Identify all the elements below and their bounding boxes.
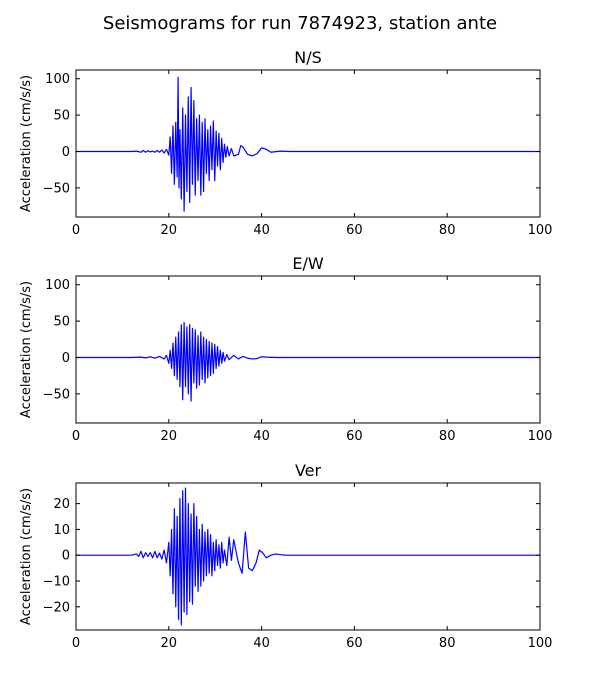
y-tick-label: 0 [62, 145, 70, 160]
axes-frame [75, 69, 541, 218]
x-tick-label: 40 [253, 429, 270, 444]
x-tick-label: 100 [528, 636, 553, 651]
series-line-1 [76, 76, 540, 212]
y-axis-label: Acceleration (cm/s/s) [19, 281, 34, 418]
series-line-1 [76, 321, 540, 402]
x-tick-label: 60 [346, 636, 363, 651]
x-tick-label: 80 [439, 429, 456, 444]
x-tick-label: 20 [161, 223, 178, 238]
y-tick-label: 100 [45, 72, 70, 87]
axes-frame [75, 482, 541, 631]
y-tick-label: −20 [43, 600, 70, 615]
x-tick-label: 40 [253, 223, 270, 238]
panel-title: Ver [295, 461, 322, 480]
panel-2: E/W Acceleration (cm/s/s) 0 20 40 60 80 100 −50 0… [19, 254, 552, 444]
figure-suptitle: Seismograms for run 7874923, station ant… [103, 13, 497, 34]
x-tick-label: 20 [161, 636, 178, 651]
panel-1: N/S Acceleration (cm/s/s) 0 20 40 60 80 100 −50 0… [19, 48, 552, 238]
x-tick-label: 0 [72, 223, 80, 238]
y-tick-label: 0 [62, 549, 70, 564]
axes-frame [75, 275, 541, 424]
y-tick-label: 50 [53, 109, 70, 124]
y-tick-label: −50 [43, 387, 70, 402]
y-axis-label: Acceleration (cm/s/s) [19, 75, 34, 212]
y-tick-label: −10 [43, 575, 70, 590]
x-tick-label: 40 [253, 636, 270, 651]
y-tick-label: 50 [53, 315, 70, 330]
panel-title: N/S [294, 48, 322, 67]
x-tick-label: 0 [72, 636, 80, 651]
y-tick-label: 20 [53, 497, 70, 512]
y-tick-label: 0 [62, 351, 70, 366]
x-tick-label: 60 [346, 223, 363, 238]
x-tick-label: 0 [72, 429, 80, 444]
y-tick-label: 10 [53, 523, 70, 538]
x-tick-label: 100 [528, 223, 553, 238]
panel-title: E/W [292, 254, 324, 273]
y-tick-label: −50 [43, 181, 70, 196]
x-tick-label: 20 [161, 429, 178, 444]
y-axis-label: Acceleration (cm/s/s) [19, 488, 34, 625]
x-tick-label: 100 [528, 429, 553, 444]
series-line-1 [76, 487, 540, 626]
x-tick-label: 60 [346, 429, 363, 444]
x-tick-label: 80 [439, 636, 456, 651]
x-tick-label: 80 [439, 223, 456, 238]
y-tick-label: 100 [45, 278, 70, 293]
